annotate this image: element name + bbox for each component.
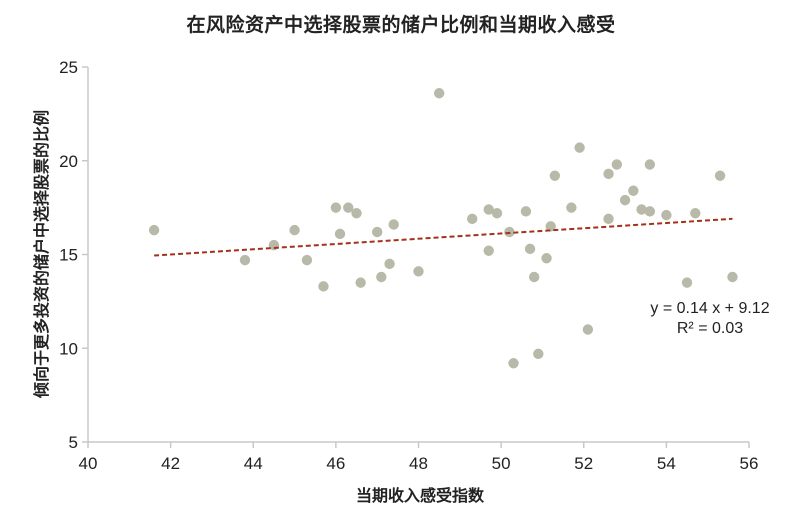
- x-tick-label: 54: [657, 454, 676, 473]
- y-tick-label: 15: [59, 246, 78, 265]
- y-tick-label: 10: [59, 339, 78, 358]
- y-tick-label: 20: [59, 152, 78, 171]
- data-point: [611, 159, 622, 170]
- data-point: [388, 219, 399, 230]
- data-point: [384, 258, 395, 270]
- data-point: [148, 224, 160, 236]
- data-point: [351, 208, 362, 219]
- data-point: [528, 271, 540, 283]
- trendline-path: [154, 217, 733, 257]
- data-point: [483, 245, 494, 256]
- data-point: [582, 324, 594, 335]
- data-point: [524, 243, 536, 255]
- x-tick-label: 40: [79, 454, 98, 473]
- data-point: [318, 281, 329, 292]
- trendline: [154, 217, 733, 257]
- data-point: [603, 213, 614, 225]
- r-squared-text: R² = 0.03: [677, 320, 743, 337]
- data-point: [681, 277, 693, 288]
- trendline-equation: y = 0.14 x + 9.12 R² = 0.03: [650, 300, 769, 337]
- chart-title: 在风险资产中选择股票的储户比例和当期收入感受: [186, 14, 616, 36]
- data-point: [603, 168, 614, 180]
- data-point: [714, 170, 726, 181]
- data-point: [239, 254, 251, 266]
- data-point: [343, 202, 354, 213]
- data-point: [727, 271, 738, 283]
- axes: 5 10 15 20 25 40 42 44 46 48 50 52 54 56: [59, 58, 758, 473]
- equation-text: y = 0.14 x + 9.12: [650, 300, 769, 317]
- x-tick-label: 48: [409, 454, 428, 473]
- data-point: [644, 159, 656, 170]
- data-point: [628, 185, 639, 196]
- data-point: [520, 206, 532, 217]
- y-tick-label: 5: [69, 433, 78, 452]
- data-point: [644, 206, 656, 217]
- x-tick-label: 56: [740, 454, 759, 473]
- data-point: [661, 209, 672, 221]
- data-point: [483, 204, 494, 215]
- data-point: [545, 221, 556, 232]
- data-point: [289, 224, 300, 236]
- y-tick-label: 25: [59, 58, 78, 77]
- data-point: [541, 253, 552, 264]
- data-point: [533, 348, 544, 360]
- data-point: [574, 142, 585, 153]
- data-point: [636, 204, 647, 215]
- data-point: [467, 213, 478, 225]
- data-point: [371, 226, 383, 238]
- data-point: [330, 202, 342, 213]
- data-point: [301, 254, 313, 266]
- data-point: [355, 277, 366, 288]
- data-points: [148, 88, 738, 369]
- x-tick-label: 42: [161, 454, 180, 473]
- data-point: [549, 170, 561, 181]
- data-point: [566, 202, 577, 213]
- data-point: [413, 266, 424, 277]
- data-point: [334, 228, 346, 240]
- x-tick-label: 44: [244, 454, 263, 473]
- x-tick-label: 52: [574, 454, 593, 473]
- x-tick-label: 46: [326, 454, 345, 473]
- x-tick-label: 50: [492, 454, 511, 473]
- data-point: [433, 88, 445, 99]
- data-point: [619, 194, 631, 206]
- data-point: [508, 358, 519, 369]
- data-point: [491, 208, 503, 219]
- data-point: [690, 208, 701, 219]
- x-axis-label: 当期收入感受指数: [355, 486, 484, 505]
- data-point: [376, 271, 387, 283]
